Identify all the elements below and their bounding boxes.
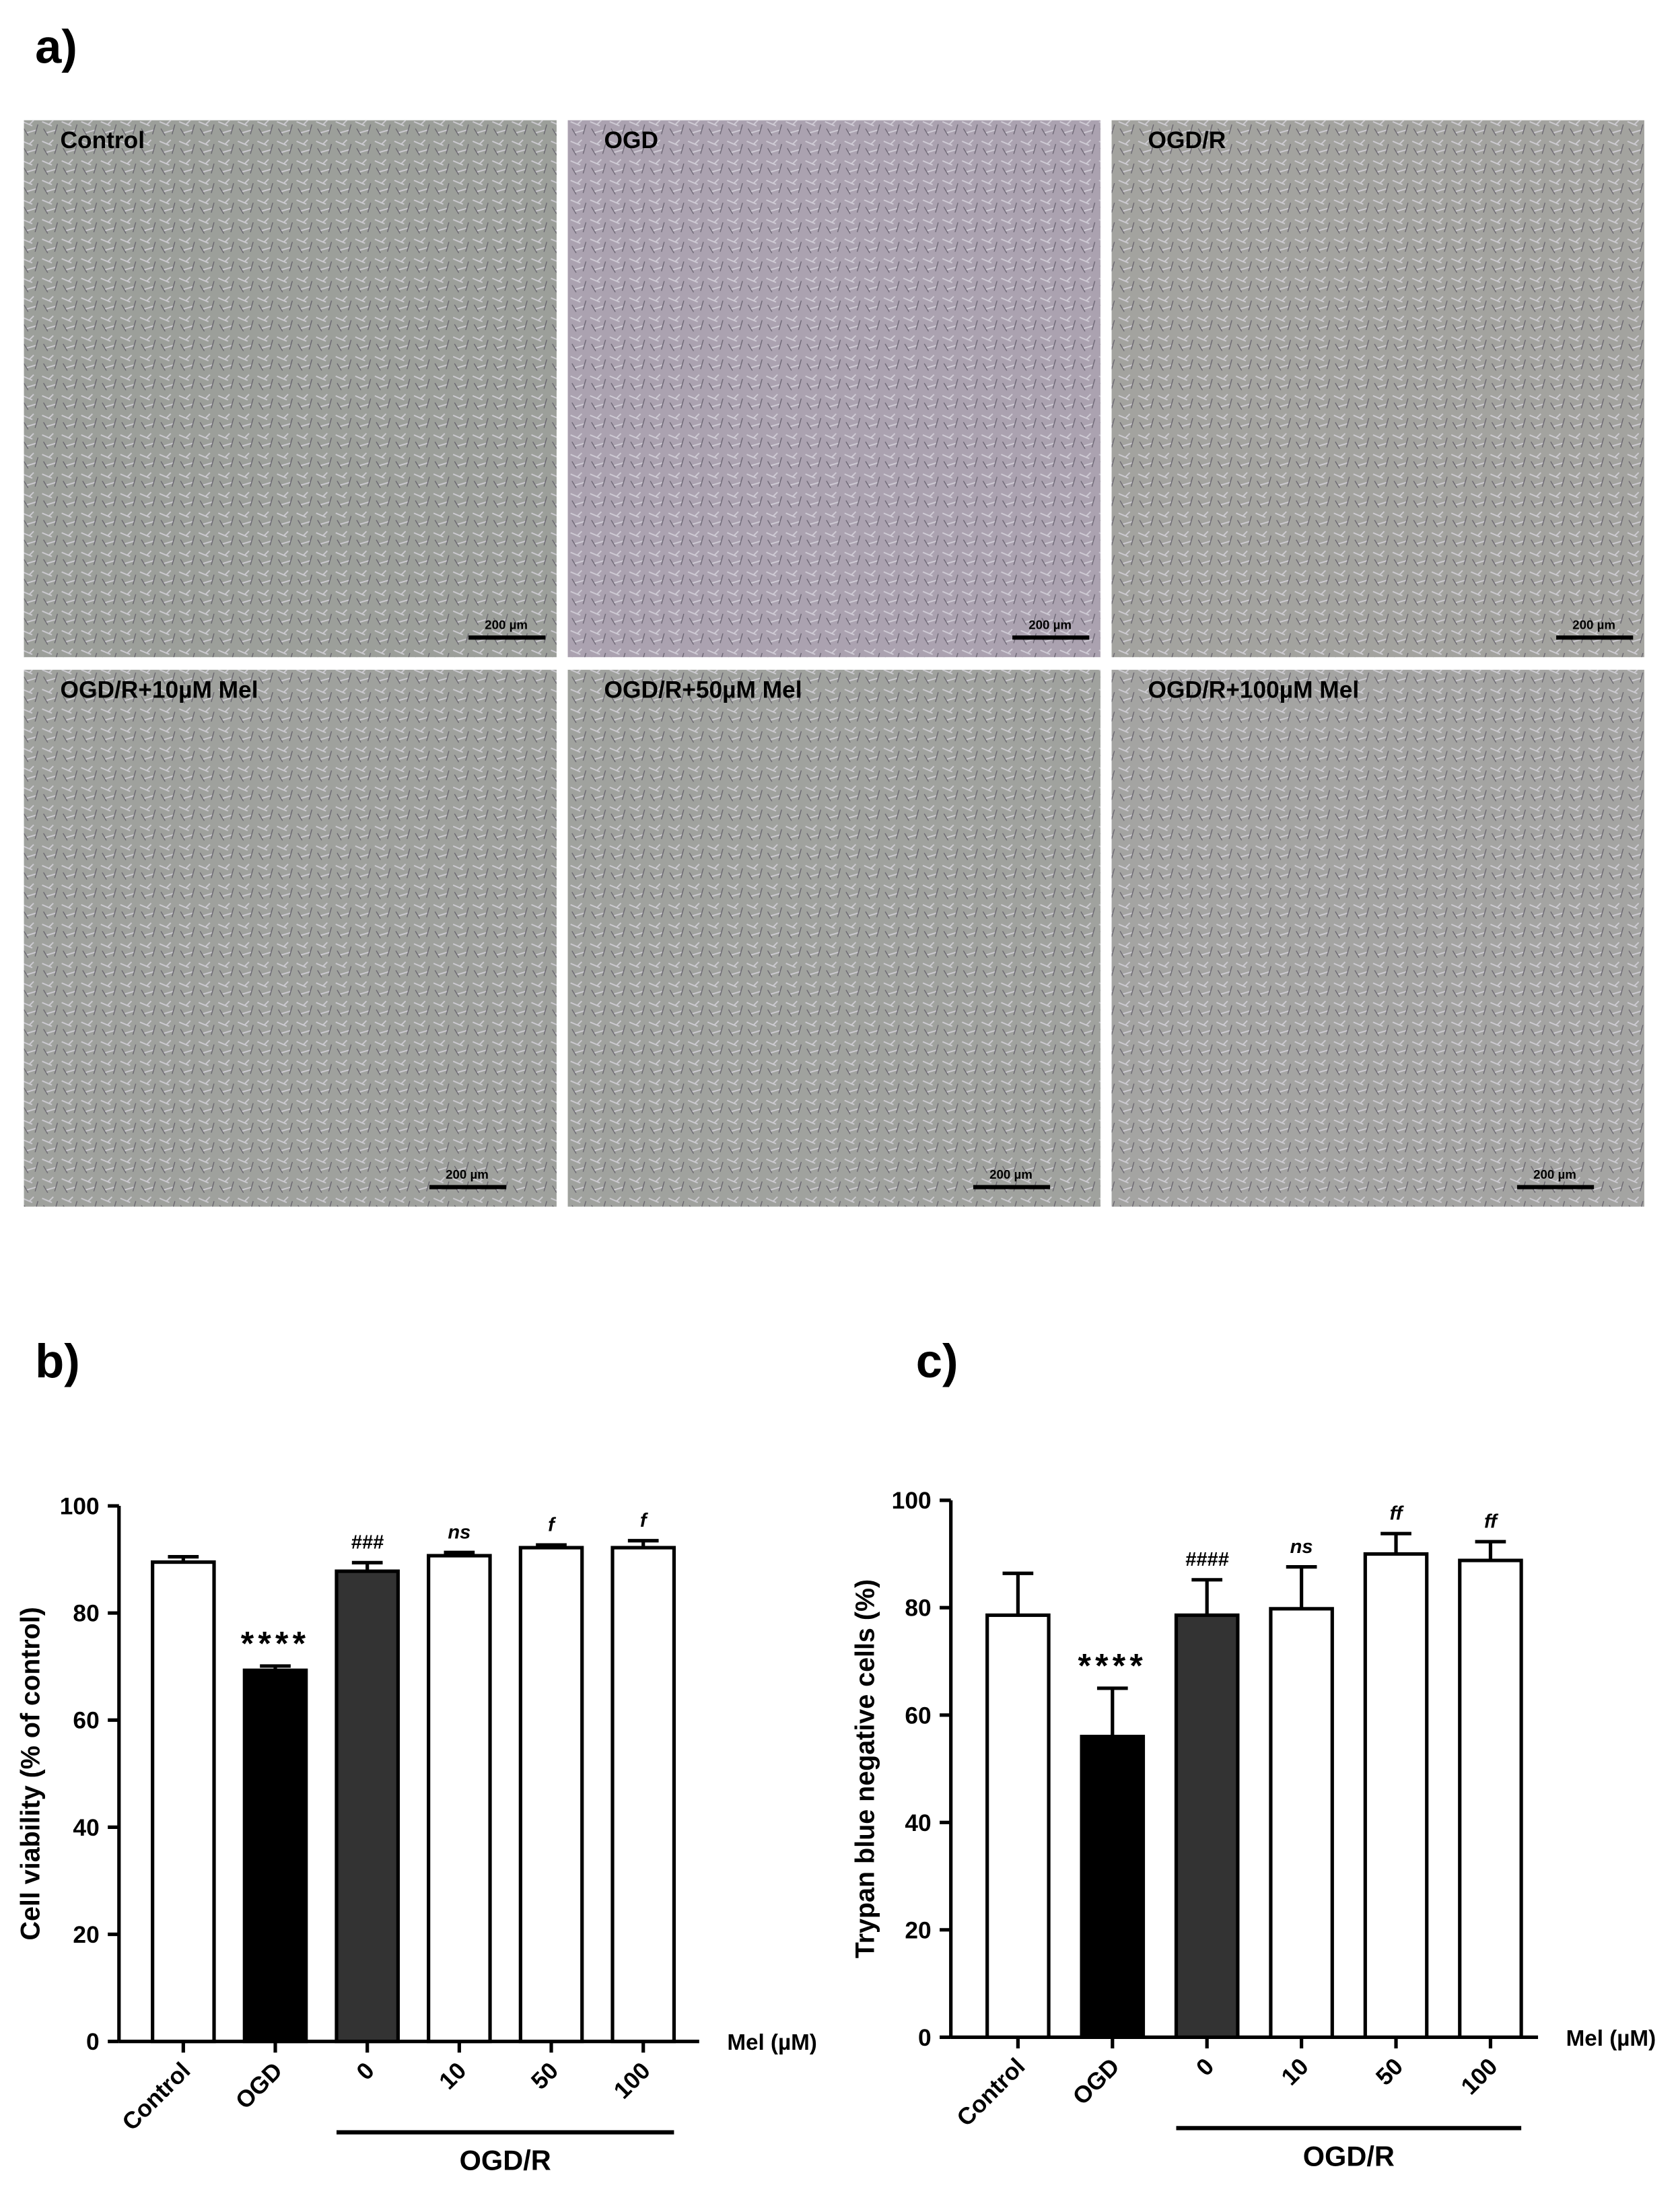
micrograph-texture	[1111, 669, 1644, 1207]
significance-label: ff	[1484, 1511, 1499, 1532]
x-tick-label: 10	[434, 2057, 471, 2094]
bar	[1458, 1558, 1523, 2039]
x-tick-label: 50	[526, 2057, 563, 2094]
y-tick-label: 100	[892, 1488, 932, 1514]
bar	[985, 1613, 1051, 2039]
group-label: OGD/R	[460, 2145, 551, 2176]
micrograph-label: Control	[61, 127, 145, 153]
scale-bar-label: 200 µm	[446, 1167, 489, 1181]
micrograph-label: OGD/R+10µM Mel	[61, 677, 258, 703]
x-tick-label: 100	[609, 2057, 656, 2104]
x-tick-label: 0	[1191, 2053, 1219, 2081]
micrograph-label: OGD/R	[1148, 127, 1226, 153]
bar	[1174, 1613, 1240, 2039]
scale-bar-label: 200 µm	[1533, 1167, 1576, 1181]
y-tick-label: 20	[73, 1922, 99, 1948]
bar	[1080, 1735, 1146, 2039]
x-tick-label: Control	[952, 2053, 1030, 2131]
bar	[335, 1569, 400, 2044]
significance-label: ns	[1290, 1536, 1313, 1558]
bar	[151, 1560, 216, 2044]
bar	[427, 1554, 492, 2044]
y-tick-label: 0	[86, 2029, 100, 2055]
x-tick-label: OGD	[231, 2057, 287, 2114]
y-tick-label: 20	[905, 1917, 931, 1943]
panel-label: b)	[35, 1334, 80, 1387]
y-tick-label: 40	[905, 1810, 931, 1836]
significance-label: ****	[241, 1624, 310, 1662]
micrograph-label: OGD	[604, 127, 658, 153]
bar	[1363, 1552, 1429, 2039]
bar	[518, 1546, 584, 2044]
significance-label: f	[548, 1514, 557, 1535]
x-tick-label: 10	[1276, 2053, 1313, 2090]
y-tick-label: 80	[73, 1601, 99, 1627]
x-tick-label: 100	[1456, 2053, 1502, 2100]
scale-bar-label: 200 µm	[1028, 618, 1072, 632]
significance-label: ns	[448, 1521, 470, 1543]
panel-label: a)	[35, 20, 77, 73]
scale-bar-label: 200 µm	[485, 618, 528, 632]
micrograph-texture	[24, 669, 557, 1207]
significance-label: ###	[351, 1532, 384, 1554]
scale-bar-label: 200 µm	[989, 1167, 1033, 1181]
significance-label: ####	[1185, 1549, 1229, 1570]
micrograph-label: OGD/R+50µM Mel	[604, 677, 802, 703]
micrograph-texture	[567, 120, 1100, 658]
y-tick-label: 60	[73, 1708, 99, 1734]
panel-label: c)	[916, 1334, 958, 1387]
micrograph-label: OGD/R+100µM Mel	[1148, 677, 1360, 703]
bar	[610, 1546, 676, 2044]
significance-label: f	[640, 1510, 649, 1531]
y-tick-label: 40	[73, 1815, 99, 1841]
y-tick-label: 0	[918, 2025, 932, 2051]
micrograph-texture	[24, 120, 557, 658]
y-tick-label: 80	[905, 1595, 931, 1622]
group-label: OGD/R	[1303, 2140, 1395, 2172]
scale-bar-label: 200 µm	[1572, 618, 1615, 632]
micrograph-texture	[567, 669, 1100, 1207]
micrograph-texture	[1111, 120, 1644, 658]
x-tick-label: 0	[351, 2057, 379, 2085]
x-unit-label: Mel (µM)	[727, 2030, 817, 2055]
significance-label: ff	[1390, 1502, 1405, 1524]
bar	[1269, 1607, 1334, 2039]
y-tick-label: 60	[905, 1702, 931, 1729]
x-tick-label: Control	[117, 2057, 195, 2135]
y-axis-label: Cell viability (% of control)	[15, 1607, 45, 1940]
significance-label: ****	[1078, 1647, 1148, 1684]
x-unit-label: Mel (µM)	[1566, 2026, 1656, 2051]
y-tick-label: 100	[60, 1494, 100, 1520]
x-tick-label: OGD	[1068, 2053, 1124, 2110]
y-axis-label: Trypan blue negative cells (%)	[850, 1579, 880, 1958]
bar	[242, 1668, 308, 2044]
x-tick-label: 50	[1371, 2053, 1408, 2090]
